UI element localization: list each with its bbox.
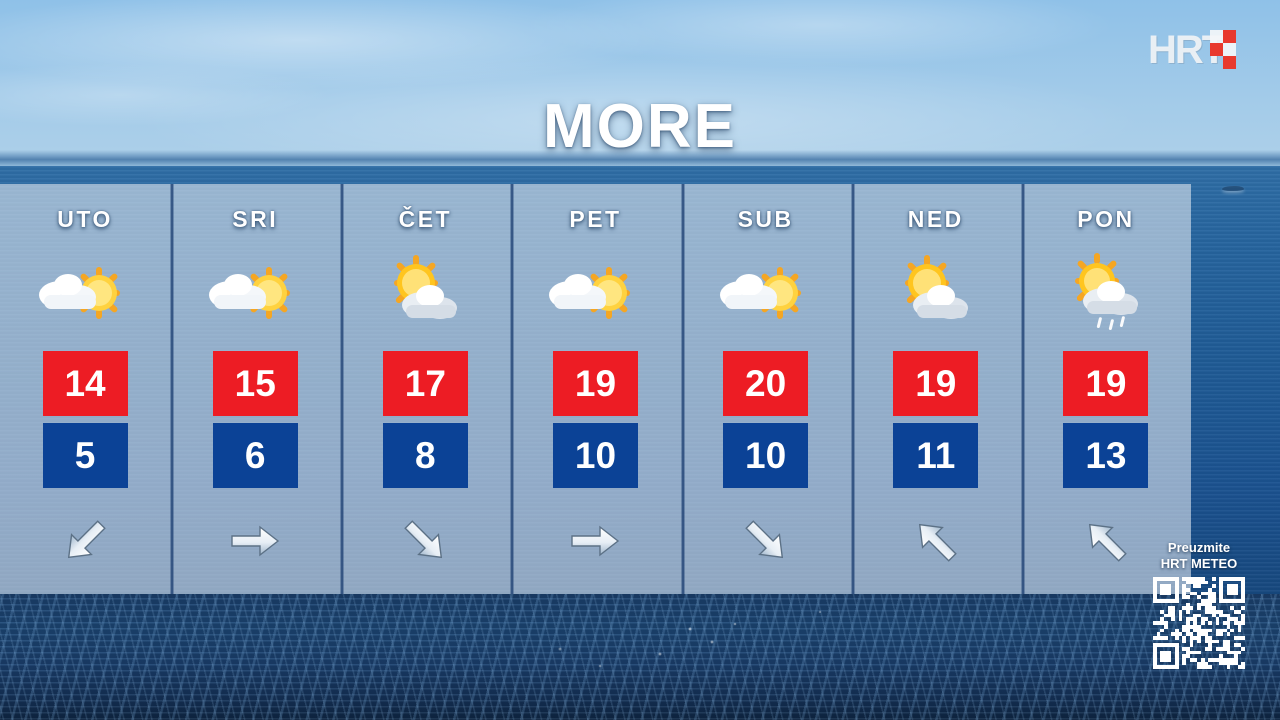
low-temp: 8: [382, 423, 468, 488]
arrow-southeast-icon: [404, 520, 443, 559]
high-temp: 14: [42, 351, 128, 416]
page-title: MORE: [543, 92, 737, 161]
weather-icon-cloud-sun: [711, 253, 821, 333]
promo-line-1: Preuzmite: [1167, 540, 1231, 555]
forecast-day-ned[interactable]: NED: [850, 184, 1021, 594]
promo-line-2: HRT METEO: [1160, 556, 1238, 571]
day-label: SUB: [737, 206, 794, 232]
horizon-line: [0, 150, 1280, 166]
low-temp: 13: [1063, 423, 1149, 488]
low-temp: 5: [42, 423, 128, 488]
wind-direction-arrow-east: [564, 515, 626, 567]
wind-direction-arrow-northwest: [1075, 515, 1137, 567]
temperature-group: 19 13: [1063, 351, 1149, 488]
forecast-panel: UTO: [0, 184, 1191, 594]
forecast-day-pon[interactable]: PON: [1020, 184, 1191, 594]
wind-direction-arrow-east: [224, 515, 286, 567]
wind-direction-arrow-southeast: [735, 515, 797, 567]
low-temp: 6: [212, 423, 298, 488]
hrt-logo-square-red-1: [1223, 30, 1236, 43]
background-sea-foreground: [0, 594, 1280, 720]
hrt-logo-square-red-2: [1210, 43, 1223, 56]
high-temp: 17: [382, 351, 468, 416]
qr-code[interactable]: [1153, 577, 1245, 669]
cloud-sun-icon: [209, 267, 291, 319]
high-temp: 19: [893, 351, 979, 416]
sun-cloud-rain-icon: [1074, 253, 1138, 330]
arrow-east-icon: [231, 525, 280, 557]
low-temp: 11: [893, 423, 979, 488]
hrt-logo-square-red-3: [1223, 56, 1236, 69]
weather-icon-cloud-sun: [540, 253, 650, 333]
high-temp: 19: [552, 351, 638, 416]
temperature-group: 17 8: [382, 351, 468, 488]
forecast-day-pet[interactable]: PET: [510, 184, 680, 594]
wind-direction-arrow-southwest: [54, 515, 116, 567]
cloud-sun-icon: [719, 267, 801, 319]
wind-direction-arrow-southeast: [394, 515, 456, 567]
temperature-group: 15 6: [212, 351, 298, 488]
forecast-day-sri[interactable]: SRI: [170, 184, 340, 594]
weather-icon-sun-cloud-rain: [1051, 253, 1161, 333]
low-temp: 10: [723, 423, 809, 488]
day-label: NED: [907, 206, 964, 232]
app-promo: Preuzmite HRT METEO: [1124, 540, 1274, 669]
weather-icon-cloud-sun: [200, 253, 310, 333]
weather-icon-sun-cloud: [370, 253, 480, 333]
hrt-logo-square-white-1: [1210, 30, 1223, 43]
sun-cloud-icon: [394, 255, 458, 319]
temperature-group: 20 10: [723, 351, 809, 488]
distant-boat: [1222, 186, 1244, 191]
wind-direction-arrow-northwest: [905, 515, 967, 567]
arrow-northwest-icon: [918, 523, 957, 562]
temperature-group: 19 10: [552, 351, 638, 488]
day-label: ČET: [398, 206, 453, 232]
day-label: PON: [1077, 206, 1135, 232]
cloud-sun-icon: [39, 267, 121, 319]
low-temp: 10: [552, 423, 638, 488]
forecast-day-cet[interactable]: ČET: [340, 184, 510, 594]
temperature-group: 19 11: [893, 351, 979, 488]
high-temp: 20: [723, 351, 809, 416]
forecast-day-sub[interactable]: SUB: [680, 184, 851, 594]
arrow-east-icon: [571, 525, 620, 557]
cloud-sun-icon: [549, 267, 631, 319]
arrow-southeast-icon: [744, 520, 783, 559]
forecast-day-uto[interactable]: UTO: [0, 184, 170, 594]
high-temp: 19: [1063, 351, 1149, 416]
arrow-southwest-icon: [67, 520, 106, 559]
weather-icon-cloud-sun: [30, 253, 140, 333]
day-label: PET: [569, 206, 622, 232]
day-label: SRI: [232, 206, 279, 232]
hrt-logo-square-white-2: [1223, 43, 1236, 56]
hrt-logo: HRT: [1148, 24, 1246, 70]
arrow-northwest-icon: [1088, 523, 1127, 562]
temperature-group: 14 5: [42, 351, 128, 488]
weather-icon-sun-cloud: [881, 253, 991, 333]
day-label: UTO: [57, 206, 113, 232]
high-temp: 15: [212, 351, 298, 416]
sun-cloud-icon: [904, 255, 968, 319]
